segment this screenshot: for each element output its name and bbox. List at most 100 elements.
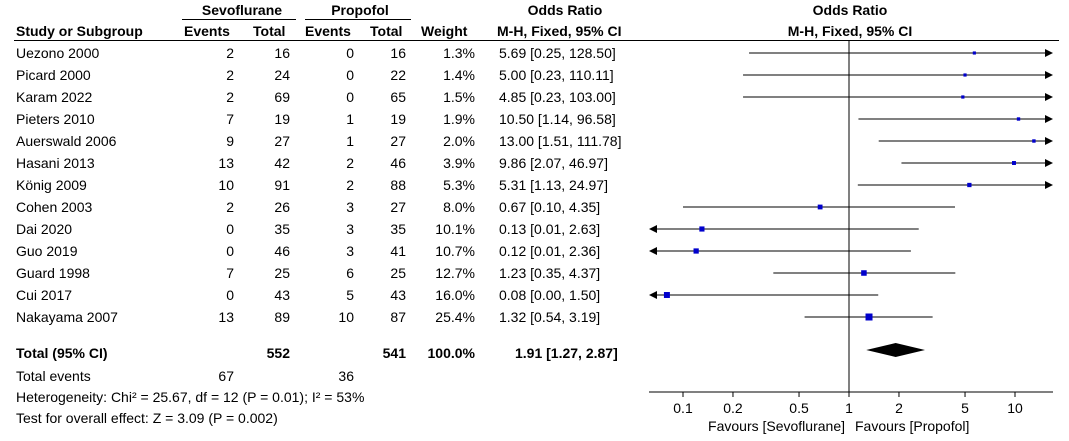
total2: 43 (390, 287, 406, 303)
ci-arrow-left (649, 225, 657, 233)
study-name: Pieters 2010 (16, 111, 95, 127)
study-marker (1012, 161, 1016, 165)
x-tick-label: 1 (845, 400, 853, 416)
weight: 1.9% (443, 111, 475, 127)
total1: 43 (274, 287, 290, 303)
total-or-ci: 1.91 [1.27, 2.87] (515, 345, 618, 361)
study-name: Dai 2020 (16, 221, 73, 237)
or-ci: 5.31 [1.13, 24.97] (499, 177, 608, 193)
total1: 42 (274, 155, 290, 171)
study-name: Nakayama 2007 (16, 309, 118, 325)
total1: 24 (274, 67, 290, 83)
group2-underline (305, 19, 411, 20)
weight: 1.3% (443, 45, 475, 61)
x-tick-label: 0.1 (673, 400, 693, 416)
study-name: Karam 2022 (16, 89, 93, 105)
events2: 1 (346, 133, 354, 149)
events2: 0 (346, 89, 354, 105)
ci-arrow-right (1045, 115, 1053, 123)
or-ci: 4.85 [0.23, 103.00] (499, 89, 616, 105)
events1: 13 (218, 155, 234, 171)
total-weight: 100.0% (427, 345, 475, 361)
total1: 46 (274, 243, 290, 259)
total2: 27 (390, 133, 406, 149)
events1: 2 (226, 89, 234, 105)
weight: 10.1% (435, 221, 475, 237)
study-marker (1032, 139, 1036, 143)
weight: 8.0% (443, 199, 475, 215)
events2: 5 (346, 287, 354, 303)
pooled-diamond (866, 343, 926, 357)
total2: 22 (390, 67, 406, 83)
study-name: Auerswald 2006 (16, 133, 117, 149)
ci-arrow-right (1045, 93, 1053, 101)
col-events1: Events (184, 23, 230, 39)
events1: 2 (226, 199, 234, 215)
total1: 35 (274, 221, 290, 237)
events2: 3 (346, 221, 354, 237)
total1: 27 (274, 133, 290, 149)
total-events2: 36 (338, 368, 354, 384)
study-marker (865, 313, 873, 321)
col-method: M-H, Fixed, 95% CI (497, 23, 622, 39)
events2: 2 (346, 155, 354, 171)
or-ci: 5.00 [0.23, 110.11] (499, 67, 614, 83)
total1: 91 (274, 177, 290, 193)
col-weight: Weight (421, 23, 468, 39)
total2: 16 (390, 45, 406, 61)
events2: 3 (346, 199, 354, 215)
study-marker (663, 292, 670, 298)
events1: 2 (226, 67, 234, 83)
total2: 25 (390, 265, 406, 281)
events2: 0 (346, 67, 354, 83)
weight: 1.5% (443, 89, 475, 105)
col-study: Study or Subgroup (16, 23, 143, 39)
total2: 27 (390, 199, 406, 215)
events1: 10 (218, 177, 234, 193)
total1: 89 (274, 309, 290, 325)
events1: 0 (226, 221, 234, 237)
events1: 0 (226, 287, 234, 303)
or-ci: 0.08 [0.00, 1.50] (499, 287, 601, 303)
ci-arrow-left (649, 291, 657, 299)
study-name: Cohen 2003 (16, 199, 93, 215)
events2: 2 (346, 177, 354, 193)
events1: 7 (226, 111, 234, 127)
total2: 46 (390, 155, 406, 171)
events2: 3 (346, 243, 354, 259)
total1: 16 (274, 45, 290, 61)
ci-arrow-right (1045, 71, 1053, 79)
group1-underline (182, 19, 296, 20)
x-tick-label: 5 (961, 400, 969, 416)
total2: 19 (390, 111, 406, 127)
ci-arrow-right (1045, 159, 1053, 167)
ci-arrow-right (1045, 49, 1053, 57)
total1: 69 (274, 89, 290, 105)
or-ci: 1.23 [0.35, 4.37] (499, 265, 601, 281)
plot-method: M-H, Fixed, 95% CI (787, 23, 913, 39)
weight: 1.4% (443, 67, 475, 83)
weight: 10.7% (435, 243, 475, 259)
events2: 10 (338, 309, 354, 325)
events2: 1 (346, 111, 354, 127)
study-name: Uezono 2000 (16, 45, 100, 61)
total-events-label: Total events (16, 368, 91, 384)
ci-arrow-right (1045, 181, 1053, 189)
events1: 13 (218, 309, 234, 325)
weight: 5.3% (443, 177, 475, 193)
study-marker (817, 204, 823, 210)
total-events1: 67 (218, 368, 234, 384)
study-name: Guard 1998 (16, 265, 90, 281)
total2: 87 (390, 309, 406, 325)
total-total2: 541 (382, 345, 406, 361)
x-tick-label: 0.2 (723, 400, 743, 416)
or-ci: 10.50 [1.14, 96.58] (499, 111, 616, 127)
study-marker (861, 270, 867, 276)
study-marker (693, 248, 699, 254)
weight: 2.0% (443, 133, 475, 149)
heterogeneity-text: Heterogeneity: Chi² = 25.67, df = 12 (P … (16, 389, 365, 405)
or-ci: 0.67 [0.10, 4.35] (499, 199, 601, 215)
or-ci: 0.12 [0.01, 2.36] (499, 243, 601, 259)
total-total1: 552 (266, 345, 290, 361)
